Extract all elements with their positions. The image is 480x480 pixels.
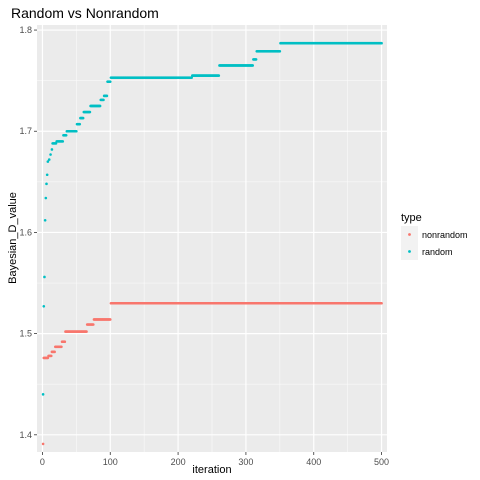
data-point-random bbox=[42, 304, 46, 308]
data-point-nonrandom bbox=[41, 442, 45, 446]
legend-label-nonrandom: nonrandom bbox=[422, 230, 468, 240]
x-tick-label: 300 bbox=[238, 457, 253, 467]
data-point-random bbox=[380, 41, 383, 45]
x-tick-label: 0 bbox=[40, 457, 45, 467]
series-nonrandom bbox=[41, 301, 383, 446]
legend-item-nonrandom: nonrandom bbox=[401, 226, 468, 243]
data-point-random bbox=[61, 140, 65, 143]
data-points bbox=[41, 41, 383, 446]
data-point-nonrandom bbox=[85, 330, 88, 333]
data-point-nonrandom bbox=[63, 340, 67, 344]
grid-minor bbox=[37, 25, 387, 452]
data-point-random bbox=[81, 116, 85, 120]
y-tick-label: 1.7 bbox=[19, 126, 32, 136]
data-point-nonrandom bbox=[53, 350, 56, 354]
data-point-nonrandom bbox=[91, 323, 95, 326]
x-tick-label: 500 bbox=[374, 457, 389, 467]
x-tick-label: 200 bbox=[171, 457, 186, 467]
legend-label-random: random bbox=[422, 247, 453, 257]
data-point-random bbox=[254, 58, 258, 61]
y-axis-title: Bayesian_D_value bbox=[7, 192, 19, 284]
data-point-nonrandom bbox=[60, 345, 63, 349]
y-tick-label: 1.4 bbox=[19, 430, 32, 440]
series-random bbox=[41, 41, 383, 396]
data-point-random bbox=[190, 76, 193, 79]
legend: type nonrandom random bbox=[401, 212, 468, 260]
x-tick-label: 400 bbox=[306, 457, 321, 467]
data-point-random bbox=[43, 218, 47, 222]
data-point-random bbox=[64, 133, 68, 137]
data-point-random bbox=[41, 393, 45, 396]
data-point-random bbox=[45, 182, 48, 186]
legend-title: type bbox=[401, 212, 422, 224]
data-point-random bbox=[278, 50, 282, 53]
data-point-random bbox=[43, 275, 46, 279]
data-point-random bbox=[75, 129, 78, 133]
data-point-random bbox=[102, 98, 105, 102]
data-point-random bbox=[108, 80, 112, 83]
data-point-random bbox=[44, 196, 48, 200]
data-point-random bbox=[45, 173, 49, 177]
legend-item-random: random bbox=[401, 243, 453, 260]
data-point-random bbox=[88, 110, 92, 114]
data-point-random bbox=[98, 104, 102, 108]
x-tick-label: 100 bbox=[103, 457, 118, 467]
data-point-nonrandom bbox=[380, 301, 383, 305]
data-point-random bbox=[78, 122, 82, 126]
data-point-nonrandom bbox=[108, 318, 112, 321]
legend-key-random bbox=[408, 250, 411, 253]
data-point-random bbox=[217, 74, 221, 77]
data-point-random bbox=[46, 160, 50, 163]
data-point-random bbox=[251, 64, 254, 67]
data-point-nonrandom bbox=[49, 354, 53, 358]
x-axis-title: iteration bbox=[192, 464, 231, 476]
data-point-random bbox=[47, 158, 51, 161]
legend-key-nonrandom bbox=[408, 233, 411, 236]
y-tick-label: 1.5 bbox=[19, 329, 32, 339]
data-point-random bbox=[49, 153, 52, 156]
x-axis: 0 100 200 300 400 500 bbox=[40, 452, 389, 467]
data-point-random bbox=[50, 148, 54, 151]
y-axis: 1.4 1.5 1.6 1.7 1.8 bbox=[19, 25, 37, 440]
chart-title: Random vs Nonrandom bbox=[11, 5, 159, 21]
y-tick-label: 1.8 bbox=[19, 25, 32, 35]
data-point-nonrandom bbox=[46, 356, 50, 360]
data-point-random bbox=[54, 142, 58, 145]
data-point-random bbox=[105, 94, 109, 98]
y-tick-label: 1.6 bbox=[19, 227, 32, 237]
grid-major bbox=[37, 25, 387, 452]
